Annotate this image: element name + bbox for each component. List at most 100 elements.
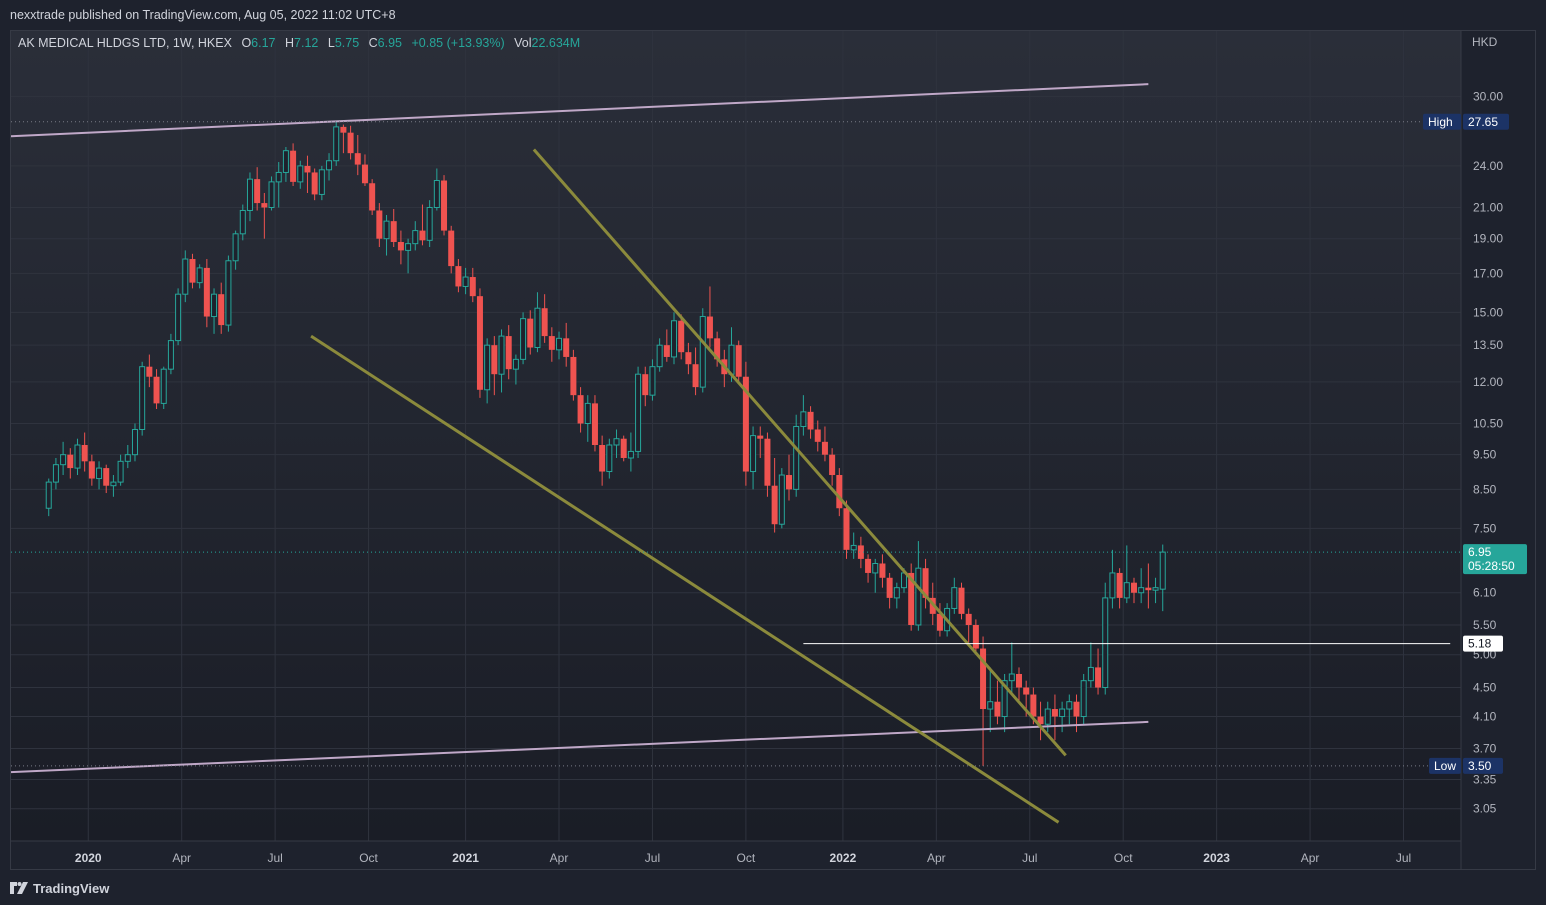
candle-body: [246, 178, 253, 211]
candle: [1116, 568, 1123, 609]
candle-body: [1073, 701, 1080, 717]
candle-body: [110, 481, 117, 487]
candle: [836, 468, 843, 517]
candle-body: [369, 183, 376, 211]
time-axis-background: [11, 841, 1461, 869]
candle: [807, 406, 814, 439]
low-tag-badge: Low: [1429, 757, 1461, 774]
candle-body: [814, 429, 821, 442]
level-price-badge-text: 5.18: [1468, 637, 1492, 651]
candle-body: [1087, 666, 1094, 682]
candle-body: [671, 320, 678, 358]
candle-body: [829, 454, 836, 476]
candle: [922, 558, 929, 609]
candle-body: [469, 277, 476, 297]
candle: [175, 288, 182, 346]
candle-body: [397, 241, 404, 251]
candle: [649, 359, 656, 401]
chart-canvas[interactable]: HKD 30.00 27.65 24.00 21.00 19.00 17.00 15.00 13…: [11, 31, 1536, 870]
candle: [706, 286, 713, 348]
candle: [786, 454, 793, 501]
candle: [814, 420, 821, 452]
candle-body: [448, 230, 455, 267]
tradingview-logo[interactable]: TradingView: [10, 879, 109, 897]
candle-body: [376, 210, 383, 239]
candle: [865, 554, 872, 583]
price-tick-label: 15.00: [1473, 305, 1503, 319]
candle: [117, 454, 124, 486]
price-tick-label: 4.50: [1473, 681, 1497, 695]
candle: [534, 292, 541, 353]
chart-frame[interactable]: HKD 30.00 27.65 24.00 21.00 19.00 17.00 15.00 13…: [10, 30, 1536, 870]
legend-open-label: O: [241, 36, 252, 50]
candle-body: [505, 336, 512, 370]
legend-symbol[interactable]: AK MEDICAL HLDGS LTD, 1W, HKEX: [18, 36, 232, 50]
candle: [577, 387, 584, 433]
candle: [735, 340, 742, 382]
candle-body: [922, 568, 929, 598]
candle-body: [139, 366, 146, 430]
candle: [512, 354, 519, 385]
candle-body: [1130, 582, 1137, 593]
footer-bar: TradingView: [0, 872, 1546, 905]
candle-body: [563, 338, 570, 357]
candle: [685, 342, 692, 375]
candle: [81, 432, 88, 472]
candle-body: [857, 545, 864, 559]
candle-body: [304, 165, 311, 173]
candle-body: [771, 485, 778, 525]
candle-body: [383, 220, 390, 240]
candle-body: [1123, 582, 1130, 599]
high-tag-badge-box: [1423, 113, 1461, 130]
wedge-upper-line: [532, 148, 1067, 757]
candle: [714, 331, 721, 367]
candle: [771, 457, 778, 533]
candle-body: [908, 572, 915, 626]
candle-body: [491, 345, 498, 375]
price-tick-label: 17.00: [1473, 266, 1503, 280]
candle-body: [987, 701, 994, 710]
candle: [254, 167, 261, 211]
candle-body: [297, 165, 304, 183]
candle-body: [441, 180, 448, 231]
candle-body: [1159, 551, 1166, 590]
candle: [290, 143, 297, 187]
candle: [146, 354, 153, 388]
candle: [96, 461, 103, 490]
candle: [246, 172, 253, 222]
candle: [800, 395, 807, 436]
candle-body: [951, 587, 958, 609]
candle: [45, 478, 52, 517]
candle-body: [728, 344, 735, 375]
candle: [196, 264, 203, 289]
candle: [383, 215, 390, 256]
price-tick-label: 10.50: [1473, 416, 1503, 430]
candle: [139, 361, 146, 436]
candle: [1059, 701, 1066, 733]
candle: [354, 135, 361, 176]
candle: [821, 426, 828, 462]
candle: [908, 563, 915, 631]
time-tick-label: Jul: [645, 851, 660, 865]
candle-body: [1001, 680, 1008, 718]
drawings: [11, 83, 1461, 824]
wedge-lower-line: [310, 334, 1060, 824]
candle: [742, 361, 749, 486]
candle-body: [936, 613, 943, 631]
tradingview-brand: TradingView: [33, 880, 110, 896]
candle: [936, 603, 943, 637]
candle: [886, 572, 893, 609]
currency-label: HKD: [1472, 35, 1498, 49]
candle-body: [821, 441, 828, 455]
candle-body: [1080, 680, 1087, 718]
candle: [613, 429, 620, 458]
candle: [1109, 549, 1116, 609]
candle-body: [994, 701, 1001, 717]
candle-body: [211, 293, 218, 318]
candle: [60, 441, 67, 476]
candle-body: [239, 209, 246, 235]
time-tick-label: Oct: [1114, 851, 1133, 865]
candle-body: [1116, 572, 1123, 598]
candle: [872, 558, 879, 593]
